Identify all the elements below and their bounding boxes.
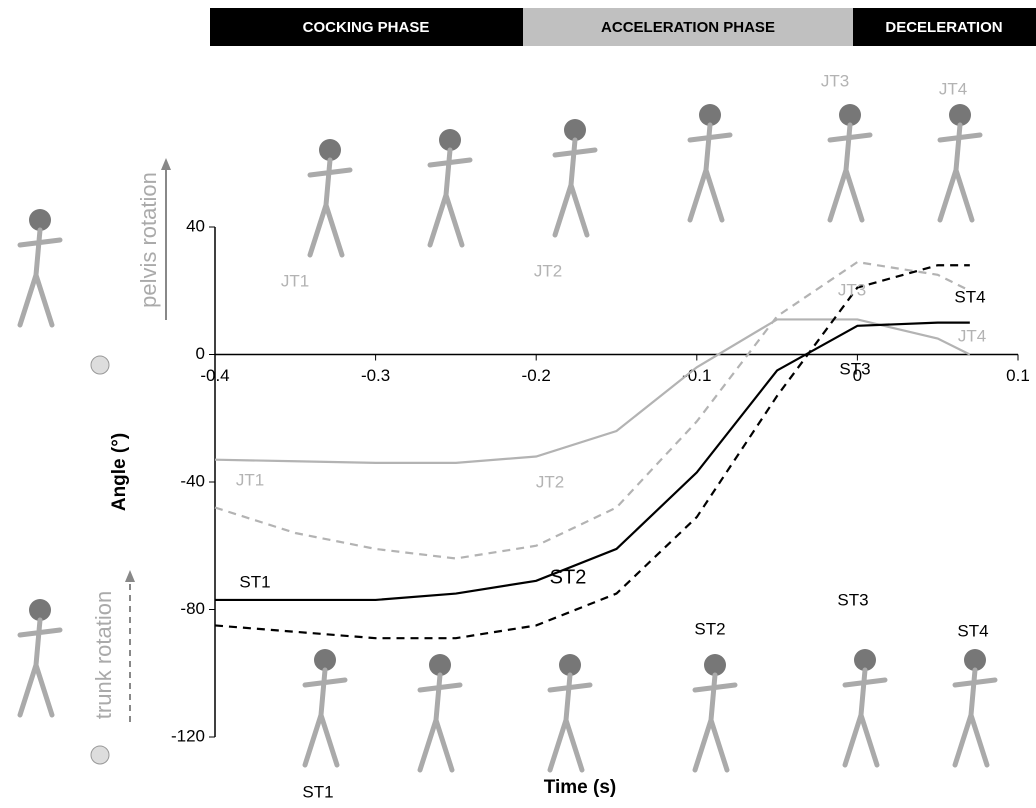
arrow-head [125, 570, 135, 582]
x-tick-label: 0 [853, 366, 862, 385]
annotation: ST1 [239, 572, 270, 591]
figure-head [854, 649, 876, 671]
ball [90, 745, 110, 765]
y-tick-label: -40 [180, 471, 205, 490]
annotation: JT3 [821, 71, 849, 90]
figure-head [29, 599, 51, 621]
annotation: JT1 [281, 271, 309, 290]
x-tick-label: -0.1 [682, 366, 711, 385]
ball [90, 355, 110, 375]
figure-body [17, 617, 63, 718]
phase-label: DECELERATION [885, 19, 1002, 36]
annotation: ST3 [837, 590, 868, 609]
figure-body [687, 122, 733, 223]
annotation: ST4 [954, 287, 985, 306]
figure-head [559, 654, 581, 676]
annotation: ST3 [839, 359, 870, 378]
series-line [214, 260, 971, 560]
phase-band [523, 8, 853, 46]
figure-head [29, 209, 51, 231]
figure-head [949, 104, 971, 126]
figure-head [439, 129, 461, 151]
annotation: JT2 [536, 472, 564, 491]
annotation: JT4 [958, 326, 986, 345]
x-axis-label: Time (s) [544, 777, 617, 798]
annotation: ST2 [694, 619, 725, 638]
figure-head [839, 104, 861, 126]
series-line [214, 318, 971, 464]
figure-body [937, 122, 983, 223]
annotation: JT3 [838, 280, 866, 299]
x-tick-label: -0.4 [200, 366, 229, 385]
arrow-head [161, 158, 171, 170]
figure-head [429, 654, 451, 676]
annotation: JT4 [939, 79, 967, 98]
figure-head [964, 649, 986, 671]
side-label: trunk rotation [91, 591, 116, 719]
y-tick-label: 0 [196, 344, 205, 363]
figure-head [704, 654, 726, 676]
figure-body [427, 147, 473, 248]
x-tick-label: -0.2 [522, 366, 551, 385]
annotation: JT1 [236, 470, 264, 489]
annotation: JT2 [534, 261, 562, 280]
figure-body [842, 667, 888, 768]
figure-body [547, 672, 593, 773]
figure-body [952, 667, 998, 768]
figure-body [827, 122, 873, 223]
phase-band [210, 8, 523, 46]
y-tick-label: -80 [180, 599, 205, 618]
y-tick-label: -120 [171, 726, 205, 745]
side-label: pelvis rotation [136, 172, 161, 308]
phase-band [853, 8, 1036, 46]
annotation: ST2 [550, 566, 587, 588]
figure-head [699, 104, 721, 126]
annotation: ST1 [302, 782, 333, 801]
phase-label: ACCELERATION PHASE [601, 19, 775, 36]
figure-body [302, 667, 348, 768]
x-tick-label: -0.3 [361, 366, 390, 385]
y-tick-label: 40 [186, 216, 205, 235]
figure-head [564, 119, 586, 141]
figure-body [307, 157, 353, 258]
series-line [215, 321, 970, 602]
phase-label: COCKING PHASE [303, 19, 430, 36]
figure-head [319, 139, 341, 161]
figure-body [417, 672, 463, 773]
figure-body [17, 227, 63, 328]
x-tick-label: 0.1 [1006, 366, 1030, 385]
figure-head [314, 649, 336, 671]
figure-body [552, 137, 598, 238]
series-line [214, 264, 970, 640]
annotation: ST4 [957, 621, 988, 640]
y-axis-label: Angle (°) [109, 433, 130, 511]
figure-body [692, 672, 738, 773]
